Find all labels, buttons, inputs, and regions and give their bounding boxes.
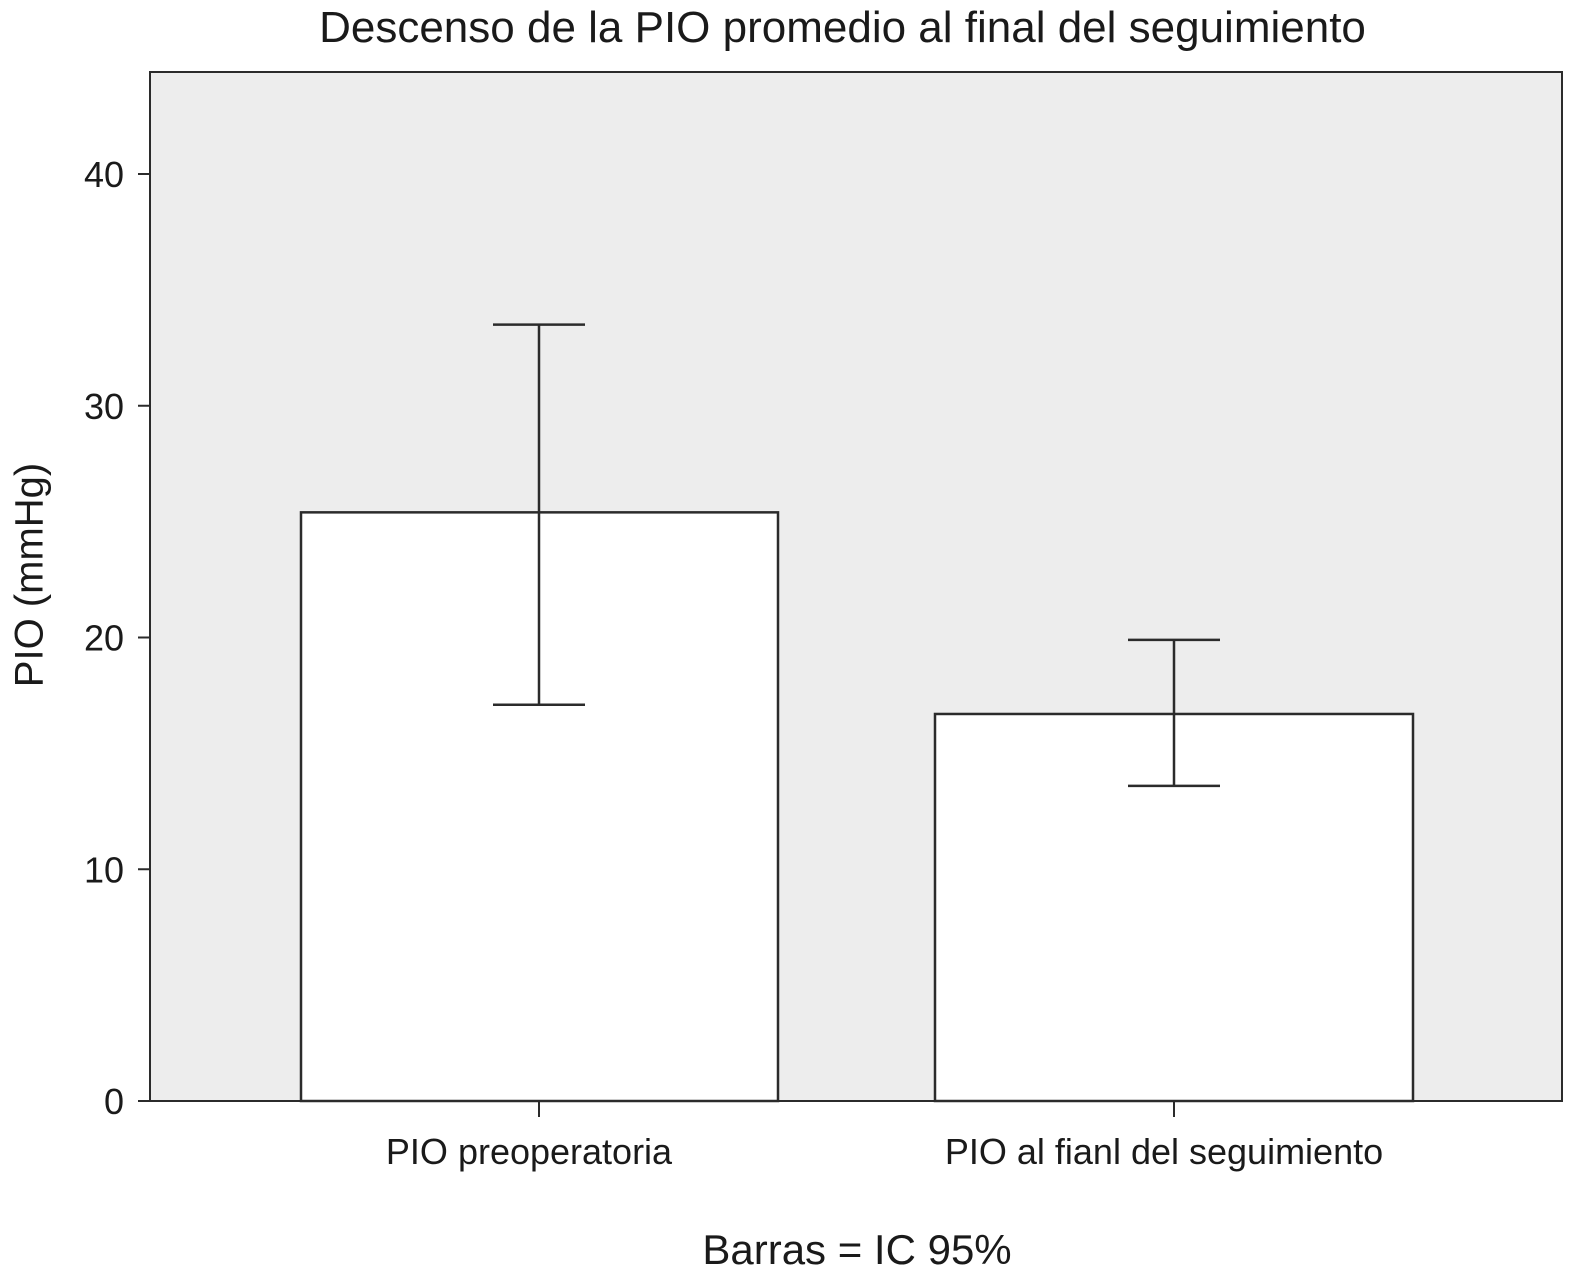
error-bars-layer <box>493 323 1220 788</box>
axes-layer: 0 10 20 30 40 PIO preoperatoria PIO al fianl d… <box>84 154 1383 1172</box>
y-tick-label: 0 <box>104 1081 124 1122</box>
y-tick-label: 10 <box>84 849 124 890</box>
chart-title: Descenso de la PIO promedio al final del… <box>319 3 1366 52</box>
error-bar-2 <box>1128 638 1220 788</box>
y-tick-label: 40 <box>84 154 124 195</box>
y-axis-label: PIO (mmHg) <box>7 462 52 688</box>
x-tick-label: PIO al fianl del seguimiento <box>945 1131 1383 1172</box>
footnote: Barras = IC 95% <box>702 1226 1012 1273</box>
y-tick-label: 30 <box>84 386 124 427</box>
x-tick-label: PIO preoperatoria <box>386 1131 673 1172</box>
error-bar-1 <box>493 323 585 706</box>
y-tick-label: 20 <box>84 618 124 659</box>
